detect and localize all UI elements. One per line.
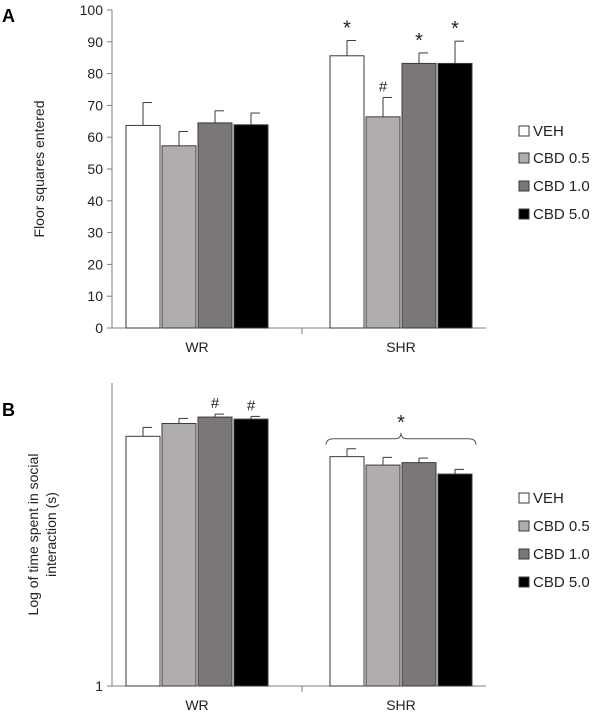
bar	[329, 55, 365, 329]
bar	[437, 62, 473, 329]
chart-a: 0 10 20 30 40 50 60 70 80 90 100 WR SHR Floor squares…	[31, 2, 590, 355]
chart-b: 1 WR SHR Log of time spent in social interac…	[25, 383, 590, 713]
y-tick-label: 50	[87, 161, 103, 177]
legend-label: VEH	[533, 123, 564, 140]
legend-label: CBD 5.0	[533, 206, 590, 223]
bar	[365, 116, 401, 329]
y-tick-label: 30	[87, 225, 103, 241]
y-tick-label: 1	[95, 678, 103, 694]
legend-label: CBD 5.0	[533, 574, 590, 591]
x-tick-label: SHR	[386, 339, 416, 355]
significance-marker: *	[415, 30, 423, 52]
y-tick-label: 80	[87, 66, 103, 82]
significance-marker: #	[379, 78, 388, 95]
bar	[197, 122, 233, 329]
legend-swatch	[518, 548, 530, 560]
bar	[161, 422, 197, 687]
legend-swatch	[518, 180, 530, 192]
x-tick-label: SHR	[386, 697, 416, 713]
legend-label: CBD 0.5	[533, 150, 590, 167]
bar	[161, 145, 197, 329]
y-axis-title: Floor squares entered	[31, 101, 47, 238]
bar	[197, 416, 233, 687]
significance-marker: *	[343, 18, 351, 40]
bar	[125, 435, 161, 687]
y-tick-label: 60	[87, 129, 103, 145]
bar	[329, 456, 365, 687]
legend-label: VEH	[533, 490, 564, 507]
bar	[401, 462, 437, 687]
bar	[233, 418, 269, 687]
panel-letter-b: B	[2, 400, 15, 420]
x-tick-label: WR	[185, 339, 208, 355]
legend-label: CBD 1.0	[533, 178, 590, 195]
y-tick-label: 90	[87, 34, 103, 50]
bar	[401, 62, 437, 329]
bar	[365, 464, 401, 687]
y-axis-title-line: interaction (s)	[43, 492, 59, 577]
y-tick-label: 10	[87, 288, 103, 304]
y-tick-label: 70	[87, 97, 103, 113]
legend-label: CBD 1.0	[533, 546, 590, 563]
y-axis-title: Log of time spent in social interaction (…	[25, 454, 59, 616]
y-axis-title-line: Log of time spent in social	[25, 454, 41, 616]
panel-letter-a: A	[2, 6, 15, 26]
legend-swatch	[518, 520, 530, 532]
bar	[125, 124, 161, 329]
significance-marker: *	[397, 412, 405, 434]
significance-marker: #	[247, 397, 256, 414]
y-tick-label: 0	[95, 320, 103, 336]
y-tick-label: 40	[87, 193, 103, 209]
y-tick-label: 100	[80, 2, 104, 18]
significance-brace	[325, 432, 477, 445]
legend-swatch	[518, 492, 530, 504]
legend-swatch	[518, 152, 530, 164]
bar	[437, 473, 473, 687]
significance-marker: #	[211, 395, 220, 412]
significance-marker: *	[451, 18, 459, 40]
legend-swatch	[518, 576, 530, 588]
bar	[233, 124, 269, 329]
legend-swatch	[518, 208, 530, 220]
legend-label: CBD 0.5	[533, 518, 590, 535]
y-tick-label: 20	[87, 256, 103, 272]
legend-swatch	[518, 125, 530, 137]
x-tick-label: WR	[185, 697, 208, 713]
